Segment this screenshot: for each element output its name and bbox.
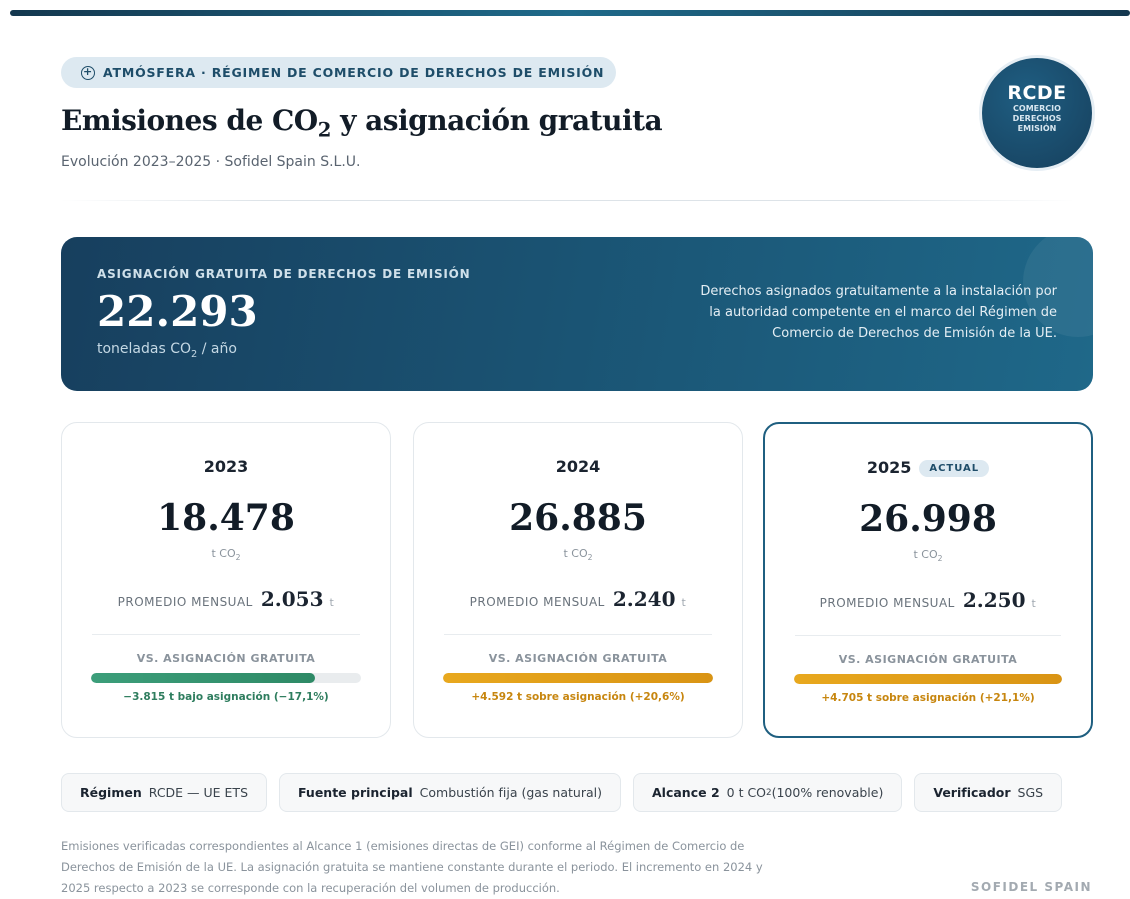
vs-label: VS. ASIGNACIÓN GRATUITA	[136, 652, 316, 665]
avg-value: 2.240	[612, 587, 676, 611]
chip-sub: 2	[766, 787, 772, 798]
emissions-value: 26.998	[859, 498, 997, 540]
avg-value: 2.250	[962, 588, 1026, 612]
unit-pre: t CO	[211, 547, 236, 560]
chip-value: SGS	[1017, 785, 1044, 800]
unit-sub: 2	[937, 554, 943, 564]
allocation-description: Derechos asignados gratuitamente a la in…	[700, 284, 1057, 341]
avg-label: PROMEDIO MENSUAL	[819, 596, 955, 610]
badge-abbr: RCDE	[1007, 82, 1067, 104]
year-card: 2025 ACTUAL 26.998 t CO2 PROMEDIO MENSUAL 2.2…	[763, 422, 1093, 738]
vs-label: VS. ASIGNACIÓN GRATUITA	[838, 653, 1018, 666]
year: 2023	[62, 457, 390, 476]
year-label: 2024	[555, 457, 601, 476]
year-card: 2023 18.478 t CO2 PROMEDIO MENSUAL 2.053 t VS.…	[61, 422, 391, 738]
badge-line: COMERCIO	[1013, 104, 1061, 113]
unit-sub: 2	[587, 553, 593, 563]
title-sub: 2	[317, 118, 332, 142]
chip: Verificador SGS	[914, 773, 1063, 812]
monthly-average: PROMEDIO MENSUAL 2.240 t	[414, 587, 742, 611]
difference: +4.705 t sobre asignación (+21,1%)	[821, 692, 1035, 704]
badge-line: EMISIÓN	[1017, 124, 1057, 133]
brand: SOFIDEL SPAIN	[970, 880, 1092, 894]
unit-pre: toneladas CO	[97, 341, 192, 357]
unit-sub: 2	[235, 553, 241, 563]
tag-text: ATMÓSFERA · RÉGIMEN DE COMERCIO DE DEREC…	[103, 65, 605, 80]
title: Emisiones de CO2 y asignación gratuita	[61, 104, 663, 142]
unit-pre: t CO	[913, 548, 938, 561]
difference: +4.592 t sobre asignación (+20,6%)	[471, 691, 685, 703]
chip: Régimen RCDE — UE ETS	[61, 773, 267, 812]
year-label: 2025	[866, 458, 912, 477]
emissions-unit: t CO2	[62, 547, 390, 562]
chip-label: Verificador	[933, 785, 1011, 800]
emissions-unit: t CO2	[414, 547, 742, 562]
separator	[444, 634, 712, 635]
chip-value: Combustión fija (gas natural)	[419, 785, 602, 800]
year-label: 2023	[203, 457, 249, 476]
bar-track	[91, 673, 361, 683]
year-card: 2024 26.885 t CO2 PROMEDIO MENSUAL 2.240 t VS.…	[413, 422, 743, 738]
badge-line: DERECHOS	[1012, 114, 1062, 123]
chips: Régimen RCDE — UE ETS Fuente principal Comb…	[61, 773, 1063, 812]
bar-track	[443, 673, 713, 683]
chip-value: 0 t CO	[726, 785, 767, 800]
bar-track	[794, 674, 1062, 684]
monthly-average: PROMEDIO MENSUAL 2.053 t	[62, 587, 390, 611]
badge: RCDE COMERCIO DERECHOS EMISIÓN	[982, 58, 1092, 168]
allocation-unit: toneladas CO2 / año	[97, 341, 237, 360]
avg-unit: t	[329, 596, 335, 609]
unit-pre: t CO	[563, 547, 588, 560]
chip-post: (100% renovable)	[771, 785, 884, 800]
allocation-banner: ASIGNACIÓN GRATUITA DE DERECHOS DE EMISI…	[61, 237, 1093, 391]
allocation-value: 22.293	[97, 287, 258, 336]
title-pre: Emisiones de CO	[61, 104, 318, 137]
year: 2024	[414, 457, 742, 476]
monthly-average: PROMEDIO MENSUAL 2.250 t	[765, 588, 1091, 612]
year: 2025 ACTUAL	[765, 458, 1091, 477]
emissions-unit: t CO2	[765, 548, 1091, 563]
avg-label: PROMEDIO MENSUAL	[469, 595, 605, 609]
emissions-value: 26.885	[509, 497, 647, 539]
chip: Fuente principal Combustión fija (gas nat…	[279, 773, 621, 812]
bar-fill	[443, 673, 713, 683]
vs-label: VS. ASIGNACIÓN GRATUITA	[488, 652, 668, 665]
allocation-label: ASIGNACIÓN GRATUITA DE DERECHOS DE EMISI…	[97, 267, 471, 281]
bar-fill	[91, 673, 316, 683]
chip-label: Fuente principal	[298, 785, 413, 800]
unit-post: / año	[197, 341, 237, 357]
chip-label: Régimen	[80, 785, 142, 800]
avg-value: 2.053	[260, 587, 324, 611]
separator	[92, 634, 360, 635]
year-tag: ACTUAL	[919, 460, 990, 477]
emissions-value: 18.478	[157, 497, 295, 539]
top-bar	[10, 10, 1130, 16]
chip-value: RCDE — UE ETS	[148, 785, 248, 800]
unit-sub: 2	[191, 348, 198, 360]
avg-unit: t	[1031, 597, 1037, 610]
tag-icon: +	[81, 64, 95, 80]
subtitle: Evolución 2023–2025 · Sofidel Spain S.L.…	[61, 154, 361, 170]
section-tag: + ATMÓSFERA · RÉGIMEN DE COMERCIO DE DERE…	[61, 57, 616, 88]
separator	[795, 635, 1061, 636]
difference: −3.815 t bajo asignación (−17,1%)	[123, 691, 329, 703]
bar-fill	[794, 674, 1062, 684]
divider	[60, 200, 1075, 201]
chip-label: Alcance 2	[652, 785, 720, 800]
title-post: y asignación gratuita	[330, 104, 663, 137]
avg-unit: t	[681, 596, 687, 609]
chip: Alcance 2 0 t CO 2 (100% renovable)	[633, 773, 903, 812]
avg-label: PROMEDIO MENSUAL	[117, 595, 253, 609]
notes: Emisiones verificadas correspondientes a…	[61, 839, 763, 895]
